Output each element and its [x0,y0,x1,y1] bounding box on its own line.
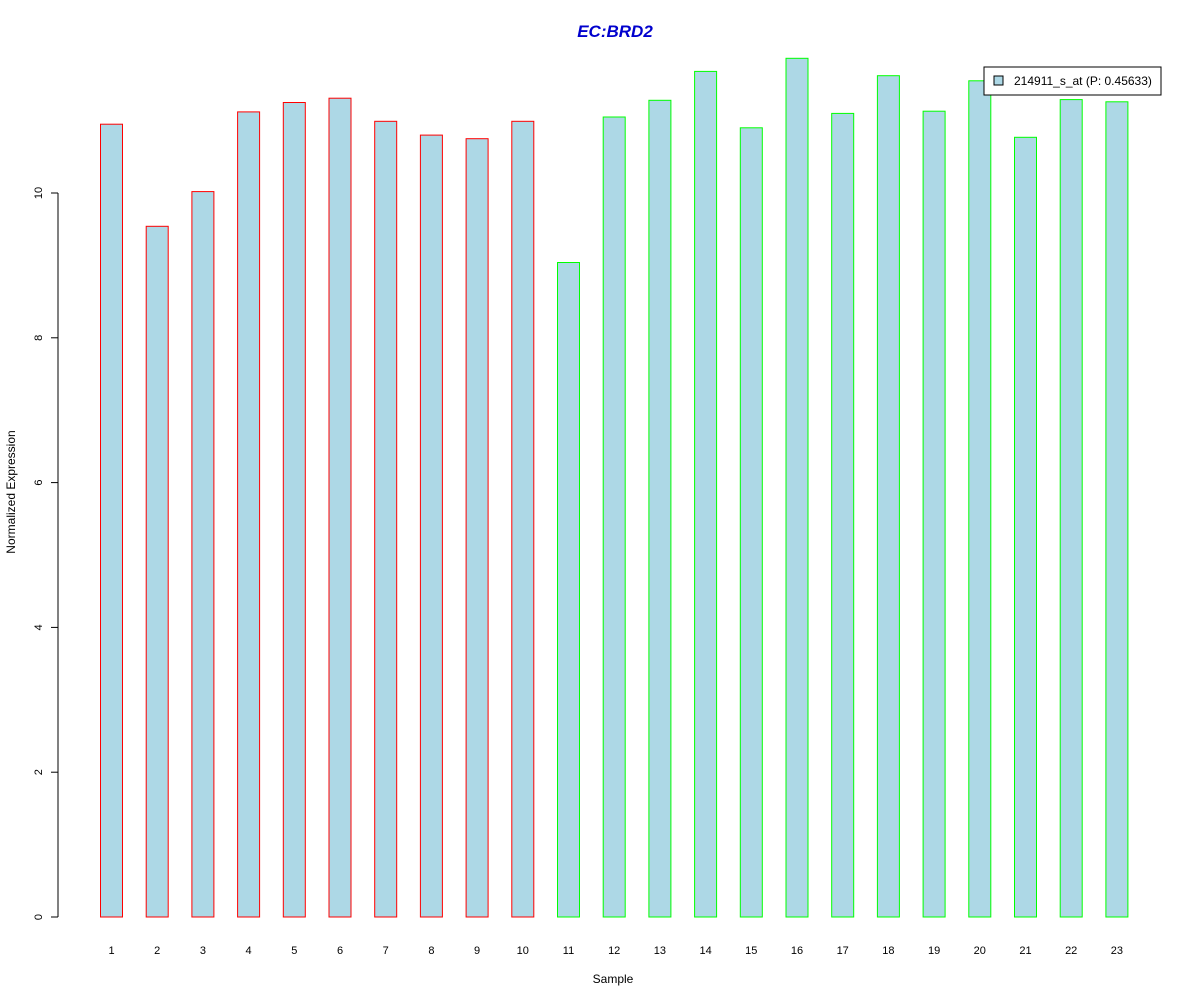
bar-sample-14 [694,70,718,918]
x-tick-label: 8 [428,945,434,957]
bar-sample-19 [922,110,946,918]
x-tick-label: 5 [291,945,297,957]
bar-sample-9 [465,138,489,918]
bar-group [100,57,1129,918]
y-tick-label: 10 [33,187,45,199]
legend: 214911_s_at (P: 0.45633) [983,66,1162,96]
bar-sample-13 [648,99,672,918]
bar-sample-7 [374,120,398,918]
x-axis-label: Sample [593,972,634,986]
bar-sample-4 [237,111,261,918]
bar-sample-11 [557,262,580,918]
x-tick-label: 12 [608,945,620,957]
x-tick-label: 10 [517,945,529,957]
x-tick-label: 20 [974,945,986,957]
x-tick-label: 15 [745,945,757,957]
x-tick-label: 11 [563,945,574,957]
bar-sample-16 [785,57,809,918]
x-tick-label: 22 [1065,945,1077,957]
chart-title: EC:BRD2 [577,22,653,41]
bar-sample-18 [876,75,900,918]
y-tick-label: 0 [33,914,45,920]
x-tick-label: 7 [383,945,389,957]
x-tick-label: 1 [108,945,114,957]
y-tick-label: 4 [33,624,45,630]
y-tick-label: 6 [33,480,45,486]
bar-sample-20 [968,80,992,918]
bar-sample-5 [282,102,306,918]
x-tick-label: 13 [654,945,666,957]
x-tick-label: 4 [246,945,252,957]
bar-sample-23 [1105,101,1129,918]
legend-box [983,66,1162,96]
x-tick-labels: 1 2 3 4 5 6 7 8 9 10 11 12 13 14 15 16 17 18 19 20 21 22 23 [108,945,1123,957]
bar-sample-12 [602,116,626,918]
bar-sample-10 [511,120,535,918]
bar-sample-22 [1059,99,1083,918]
bar-sample-21 [1014,136,1037,918]
legend-swatch [993,75,1004,86]
bar-sample-2 [145,225,169,918]
x-tick-label: 21 [1019,945,1031,957]
x-tick-label: 14 [699,945,711,957]
x-tick-label: 23 [1111,945,1123,957]
x-tick-label: 16 [791,945,803,957]
y-tick-label: 8 [33,335,45,341]
y-tick-label: 2 [33,769,45,775]
bar-sample-15 [739,127,763,918]
bar-sample-3 [191,191,215,918]
x-tick-label: 2 [154,945,160,957]
x-tick-label: 19 [928,945,940,957]
legend-label: 214911_s_at (P: 0.45633) [1014,74,1152,88]
x-tick-label: 3 [200,945,206,957]
bar-sample-1 [100,123,123,918]
y-axis: 0 2 4 6 8 10 [33,187,59,920]
bar-sample-8 [419,134,443,918]
y-axis-label: Normalized Expression [4,430,18,553]
x-tick-label: 17 [837,945,849,957]
x-tick-label: 18 [882,945,894,957]
x-tick-label: 9 [474,945,480,957]
x-tick-label: 6 [337,945,343,957]
bar-sample-6 [328,97,352,918]
bar-sample-17 [831,112,855,918]
